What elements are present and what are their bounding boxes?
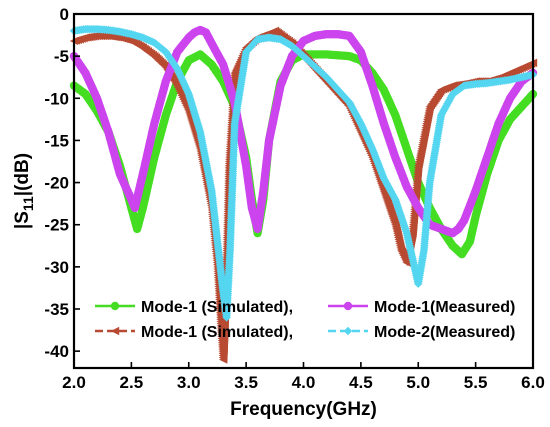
x-tick-label: 2.5 bbox=[120, 373, 144, 392]
x-tick-label: 5.0 bbox=[406, 373, 430, 392]
legend-swatch-marker bbox=[110, 301, 120, 311]
legend: Mode-1 (Simulated), Mode-1 (Simulated), Mo… bbox=[95, 299, 515, 341]
legend-item-mode1-simulated-brown: Mode-1 (Simulated), bbox=[95, 324, 293, 341]
legend-item-mode2-measured-cyan: Mode-2(Measured) bbox=[328, 324, 515, 341]
legend-swatch-marker bbox=[110, 326, 120, 336]
x-tick-label: 5.5 bbox=[464, 373, 488, 392]
series-mode2-measured-cyan bbox=[69, 24, 538, 322]
y-tick-label: -40 bbox=[44, 342, 69, 361]
y-tick-label: -25 bbox=[44, 216, 69, 235]
legend-label: Mode-1 (Simulated), bbox=[141, 324, 293, 341]
y-axis-label: |S11|(dB) bbox=[12, 153, 36, 229]
y-tick-label: -30 bbox=[44, 258, 69, 277]
x-axis-label: Frequency(GHz) bbox=[230, 399, 377, 420]
y-axis-label-subscript: 11 bbox=[20, 196, 36, 211]
x-tick-label: 3.5 bbox=[234, 373, 258, 392]
x-tick-label: 4.0 bbox=[292, 373, 316, 392]
legend-swatch-marker bbox=[343, 301, 353, 311]
y-tick-label: 0 bbox=[60, 5, 69, 24]
legend-item-mode1-measured-purple: Mode-1(Measured) bbox=[328, 299, 515, 316]
y-tick-label: -10 bbox=[44, 89, 69, 108]
legend-label: Mode-2(Measured) bbox=[374, 324, 515, 341]
y-axis-label-main: |S bbox=[12, 211, 33, 229]
y-axis-label-tail: |(dB) bbox=[12, 153, 33, 196]
x-tick-label: 3.0 bbox=[177, 373, 201, 392]
y-tick-label: -15 bbox=[44, 131, 69, 150]
legend-item-mode1-simulated-green: Mode-1 (Simulated), bbox=[95, 299, 293, 316]
y-tick-label: -35 bbox=[44, 300, 69, 319]
y-tick-label: -20 bbox=[44, 174, 69, 193]
legend-swatch-marker bbox=[343, 326, 353, 336]
axis-ticks: 2.0 2.5 3.0 3.5 4.0 4.5 5.0 5.5 6.0 0 -5 -10 -15 -20 -… bbox=[44, 5, 544, 392]
x-tick-label: 6.0 bbox=[521, 373, 545, 392]
legend-label: Mode-1(Measured) bbox=[374, 299, 515, 316]
y-tick-label: -5 bbox=[54, 47, 69, 66]
series-mode1-measured-purple bbox=[69, 25, 538, 238]
series-layer bbox=[69, 24, 538, 364]
legend-label: Mode-1 (Simulated), bbox=[141, 299, 293, 316]
x-tick-label: 4.5 bbox=[349, 373, 373, 392]
x-tick-label: 2.0 bbox=[62, 373, 86, 392]
